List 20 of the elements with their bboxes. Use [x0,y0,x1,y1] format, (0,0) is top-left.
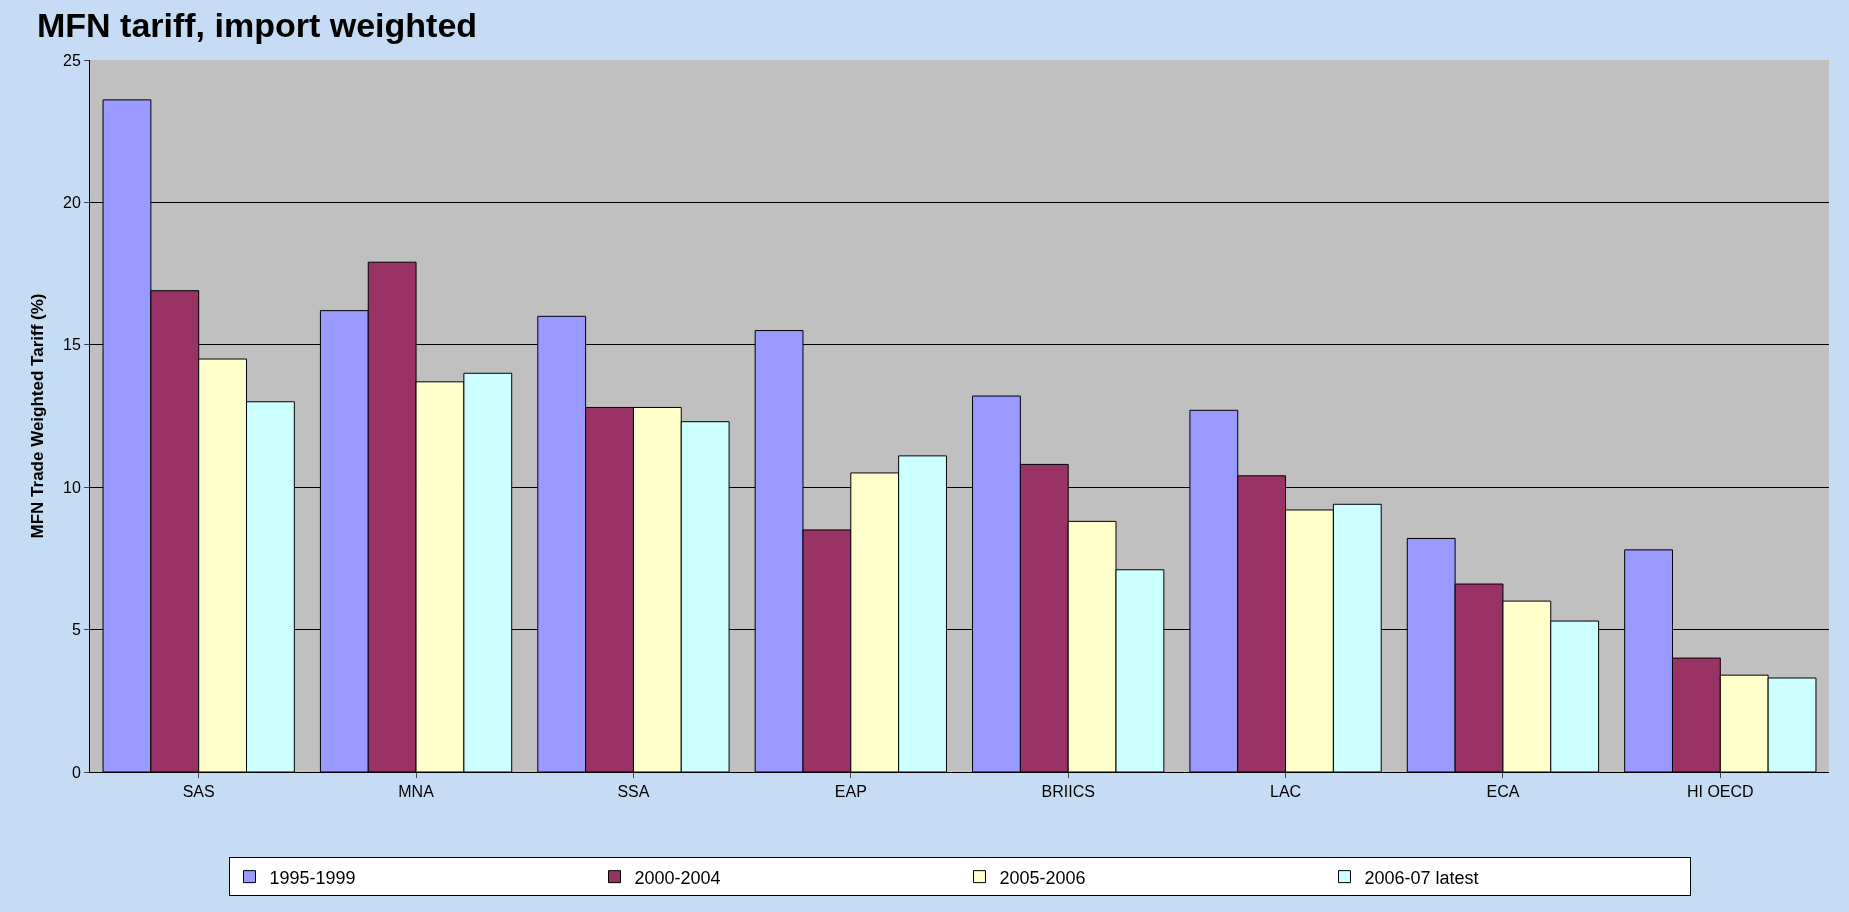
y-tick-label: 15 [63,336,81,354]
x-tick-label: HI OECD [1686,783,1754,801]
y-axis-title: MFN Trade Weighted Tariff (%) [27,293,47,539]
x-tick-label: BRIICS [1041,783,1095,801]
x-tick-label: SSA [617,783,650,801]
x-tick-label: MNA [398,783,435,801]
legend-label: 2006-07 latest [1364,867,1479,888]
y-tick-label: 5 [71,621,81,639]
x-tick-label: ECA [1486,783,1520,801]
y-tick-label: 0 [71,763,81,781]
legend-label: 1995-1999 [269,867,356,888]
x-tick-label: EAP [834,783,867,801]
x-tick-label: LAC [1270,783,1302,801]
y-tick-label: 20 [63,194,81,211]
legend-label: 2005-2006 [999,867,1086,888]
chart-title: MFN tariff, import weighted [36,6,478,45]
y-tick-label: 10 [63,478,81,496]
x-tick-label: SAS [182,783,215,801]
y-tick-label: 25 [63,51,81,69]
legend-label: 2000-2004 [634,867,721,888]
